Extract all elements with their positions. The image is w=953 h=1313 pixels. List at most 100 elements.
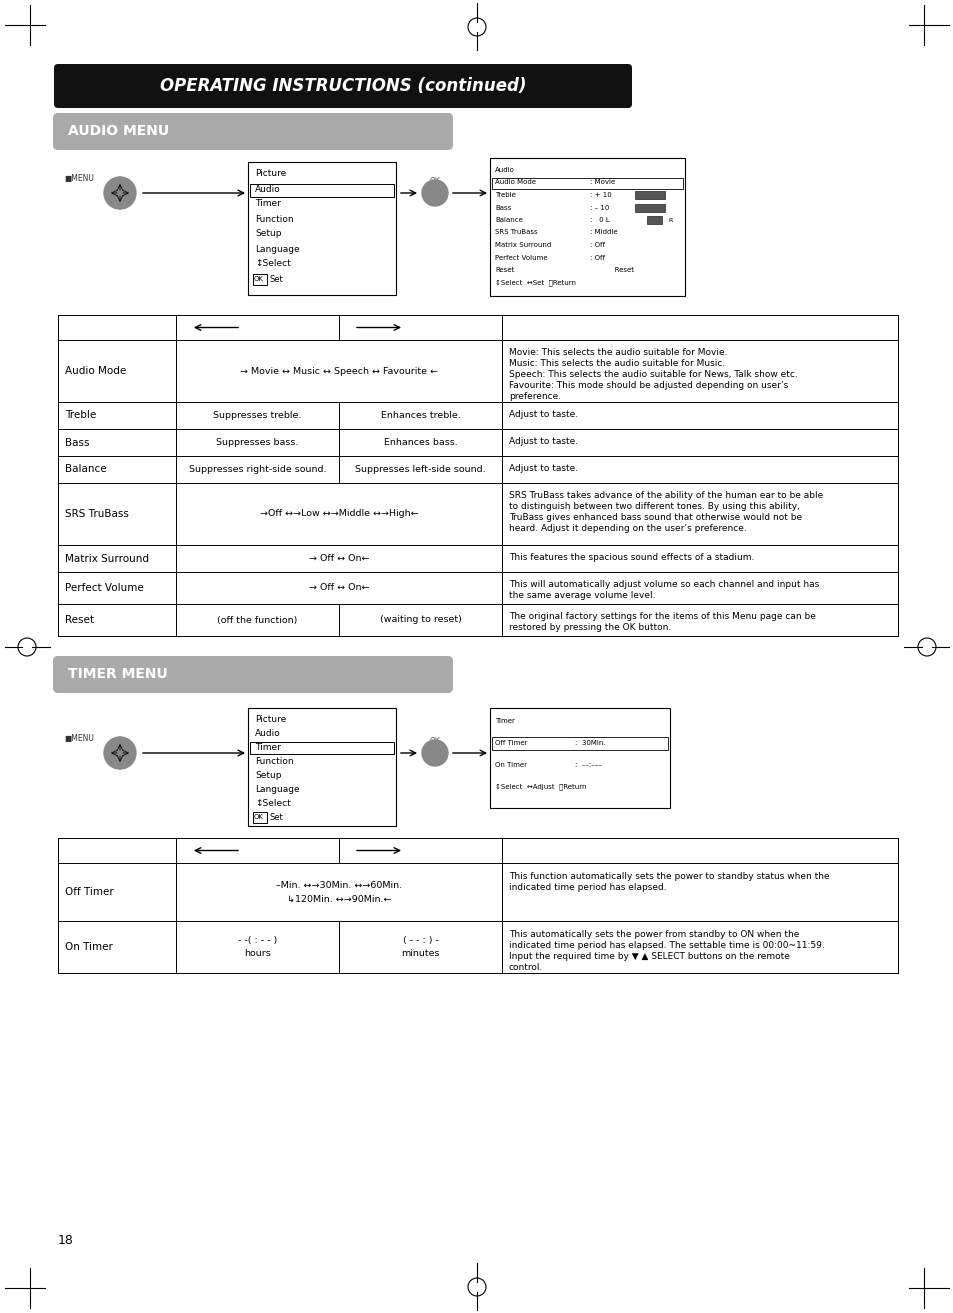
- Bar: [646, 217, 661, 225]
- Text: ↳120Min. ↔→90Min.←: ↳120Min. ↔→90Min.←: [287, 894, 391, 903]
- Text: Language: Language: [254, 244, 299, 253]
- Bar: [248, 708, 395, 826]
- Text: On Timer: On Timer: [495, 762, 526, 768]
- Text: Audio: Audio: [254, 185, 280, 193]
- Text: hours: hours: [244, 949, 271, 958]
- Text: Input the required time by ▼ ▲ SELECT buttons on the remote: Input the required time by ▼ ▲ SELECT bu…: [509, 952, 789, 961]
- Bar: [58, 429, 897, 456]
- Text: control.: control.: [509, 962, 543, 972]
- Bar: [58, 604, 897, 635]
- Text: → Movie ↔ Music ↔ Speech ↔ Favourite ←: → Movie ↔ Music ↔ Speech ↔ Favourite ←: [240, 366, 437, 376]
- Text: Adjust to taste.: Adjust to taste.: [509, 437, 578, 446]
- Text: Suppresses bass.: Suppresses bass.: [216, 439, 298, 446]
- Text: Function: Function: [254, 214, 294, 223]
- Bar: [492, 177, 682, 189]
- Text: Suppresses left-side sound.: Suppresses left-side sound.: [355, 465, 485, 474]
- Text: Timer: Timer: [254, 742, 280, 751]
- Text: preference.: preference.: [509, 393, 560, 400]
- Text: Suppresses treble.: Suppresses treble.: [213, 411, 301, 420]
- Text: Audio Mode: Audio Mode: [495, 180, 536, 185]
- Text: - -( : - - ): - -( : - - ): [237, 935, 276, 944]
- Text: OK: OK: [253, 814, 264, 821]
- Text: AUDIO MENU: AUDIO MENU: [68, 123, 169, 138]
- Text: : – 10: : – 10: [589, 205, 609, 210]
- Text: Favourite: This mode should be adjusted depending on user’s: Favourite: This mode should be adjusted …: [509, 381, 787, 390]
- Text: : + 10: : + 10: [589, 192, 611, 198]
- Text: → Off ↔ On←: → Off ↔ On←: [309, 583, 369, 592]
- Bar: [253, 274, 267, 285]
- Text: (off the function): (off the function): [217, 616, 297, 625]
- Text: Picture: Picture: [254, 714, 286, 723]
- Text: Balance: Balance: [65, 465, 107, 474]
- Text: –Min. ↔→30Min. ↔→60Min.: –Min. ↔→30Min. ↔→60Min.: [275, 881, 401, 889]
- Bar: [58, 402, 897, 429]
- Bar: [635, 190, 664, 200]
- Text: Balance: Balance: [495, 217, 522, 223]
- Text: Adjust to taste.: Adjust to taste.: [509, 410, 578, 419]
- Text: Audio: Audio: [495, 167, 515, 173]
- Circle shape: [421, 741, 448, 765]
- Text: : Off: : Off: [589, 255, 604, 260]
- Text: Music: This selects the audio suitable for Music.: Music: This selects the audio suitable f…: [509, 358, 724, 368]
- Bar: [58, 483, 897, 545]
- Text: Off Timer: Off Timer: [495, 741, 527, 746]
- Text: ↕Select  ↔Adjust  ⩇Return: ↕Select ↔Adjust ⩇Return: [495, 784, 586, 790]
- Text: Set: Set: [270, 274, 283, 284]
- Text: Reset: Reset: [495, 267, 514, 273]
- Text: This features the spacious sound effects of a stadium.: This features the spacious sound effects…: [509, 553, 754, 562]
- Bar: [58, 863, 897, 920]
- Text: Bass: Bass: [65, 437, 90, 448]
- Text: Treble: Treble: [495, 192, 516, 198]
- Bar: [492, 737, 667, 750]
- Text: Picture: Picture: [254, 169, 286, 179]
- Text: indicated time period has elapsed. The settable time is 00:00~11:59.: indicated time period has elapsed. The s…: [509, 941, 824, 951]
- Bar: [58, 838, 897, 863]
- Bar: [490, 708, 669, 807]
- Text: Reset: Reset: [589, 267, 634, 273]
- Text: Adjust to taste.: Adjust to taste.: [509, 463, 578, 473]
- Text: → Off ↔ On←: → Off ↔ On←: [309, 554, 369, 563]
- Text: Enhances bass.: Enhances bass.: [383, 439, 456, 446]
- Text: :   0 L: : 0 L: [589, 217, 609, 223]
- Text: Speech: This selects the audio suitable for News, Talk show etc.: Speech: This selects the audio suitable …: [509, 370, 797, 379]
- Text: Timer: Timer: [254, 200, 280, 209]
- Bar: [58, 340, 897, 402]
- Text: Off Timer: Off Timer: [65, 888, 113, 897]
- Text: OK: OK: [253, 276, 264, 282]
- Text: Perfect Volume: Perfect Volume: [65, 583, 144, 593]
- Bar: [248, 161, 395, 295]
- Text: Reset: Reset: [65, 614, 94, 625]
- FancyBboxPatch shape: [53, 113, 453, 150]
- Text: Setup: Setup: [254, 771, 281, 780]
- Text: SRS TruBass: SRS TruBass: [65, 509, 129, 519]
- Text: ■MENU: ■MENU: [64, 734, 93, 742]
- Text: ↕Select  ↔Set  ⩇Return: ↕Select ↔Set ⩇Return: [495, 280, 576, 286]
- Text: Treble: Treble: [65, 411, 96, 420]
- Text: :  30Min.: : 30Min.: [575, 741, 605, 746]
- Text: The original factory settings for the items of this Menu page can be: The original factory settings for the it…: [509, 612, 815, 621]
- Text: On Timer: On Timer: [65, 941, 112, 952]
- Text: Function: Function: [254, 756, 294, 765]
- Bar: [58, 315, 897, 340]
- Bar: [250, 742, 394, 754]
- Bar: [490, 158, 684, 295]
- Text: Audio Mode: Audio Mode: [65, 366, 126, 376]
- FancyBboxPatch shape: [54, 64, 631, 108]
- Text: the same average volume level.: the same average volume level.: [509, 591, 655, 600]
- Text: Setup: Setup: [254, 230, 281, 239]
- Text: heard. Adjust it depending on the user’s preference.: heard. Adjust it depending on the user’s…: [509, 524, 746, 533]
- Text: : Off: : Off: [589, 242, 604, 248]
- Text: TruBass gives enhanced bass sound that otherwise would not be: TruBass gives enhanced bass sound that o…: [509, 513, 801, 523]
- Text: →Off ↔→Low ↔→Middle ↔→High←: →Off ↔→Low ↔→Middle ↔→High←: [259, 509, 417, 519]
- Bar: [58, 572, 897, 604]
- Text: OK: OK: [429, 737, 440, 746]
- FancyBboxPatch shape: [53, 656, 453, 693]
- Bar: [253, 811, 267, 823]
- Bar: [58, 545, 897, 572]
- Text: Set: Set: [270, 813, 283, 822]
- Text: This will automatically adjust volume so each channel and input has: This will automatically adjust volume so…: [509, 580, 819, 590]
- Bar: [635, 204, 664, 211]
- Text: This function automatically sets the power to standby status when the: This function automatically sets the pow…: [509, 872, 829, 881]
- Text: TIMER MENU: TIMER MENU: [68, 667, 168, 681]
- Bar: [58, 920, 897, 973]
